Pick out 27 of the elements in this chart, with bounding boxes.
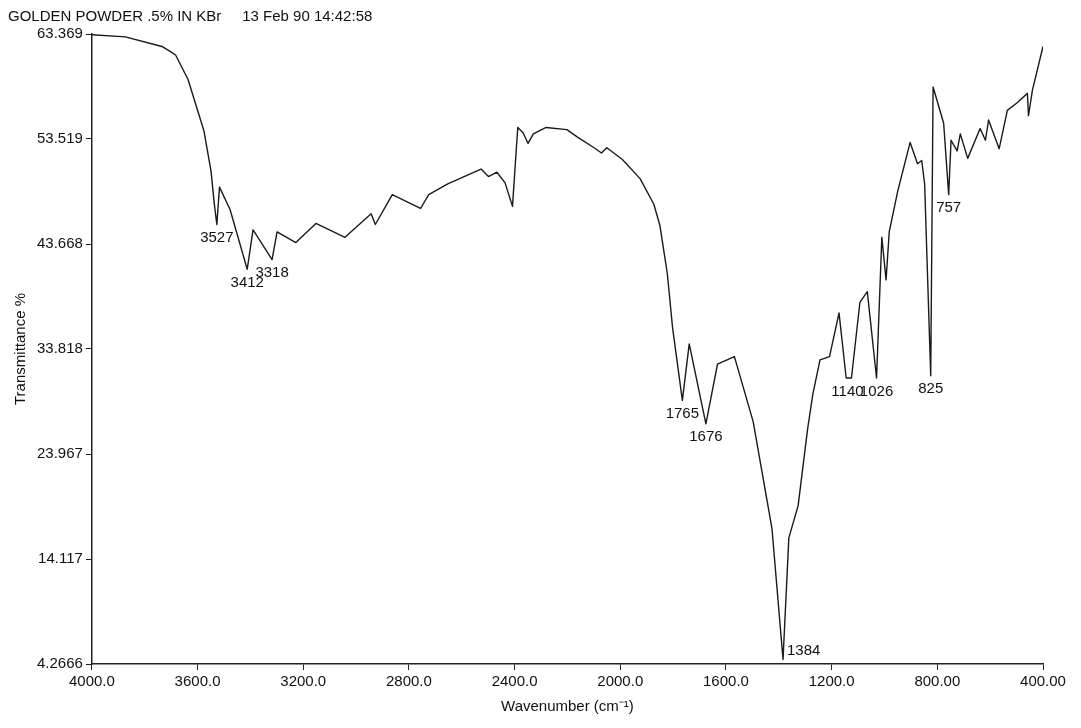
x-axis-title: Wavenumber (cm⁻¹) — [501, 697, 634, 715]
x-tick-label: 1600.0 — [703, 672, 749, 690]
x-tick-label: 2000.0 — [597, 672, 644, 690]
annotation: 1140 — [831, 381, 864, 399]
x-tick-label: 3200.0 — [280, 672, 327, 690]
y-tick-label: 33.818 — [36, 339, 83, 357]
x-tick-label: 400.00 — [1020, 672, 1066, 690]
x-tick-label: 2400.0 — [491, 672, 538, 690]
y-tick-label: 4.2666 — [36, 654, 83, 672]
x-tick-label: 800.00 — [914, 672, 961, 690]
y-tick-label: 14.117 — [38, 549, 83, 567]
annotation: 1384 — [787, 641, 821, 659]
chart-title: GOLDEN POWDER .5% IN KBr 13 Feb 90 14:42:58 — [8, 7, 373, 25]
x-tick-label: 4000.0 — [68, 672, 115, 690]
annotation: 1765 — [665, 404, 700, 421]
y-tick-label: 43.668 — [36, 234, 83, 252]
y-tick-label: 53.519 — [36, 129, 83, 147]
annotation: 825 — [918, 379, 944, 397]
x-tick-label: 2800.0 — [385, 672, 432, 690]
annotation: 3527 — [200, 228, 234, 246]
x-tick-label: 3600.0 — [174, 672, 221, 690]
y-axis-title: Transmittance % — [11, 293, 29, 405]
annotation: 1676 — [689, 427, 723, 445]
y-tick-label: 63.369 — [36, 24, 83, 42]
x-tick-label: 1200.0 — [808, 672, 855, 690]
annotation: 757 — [936, 198, 962, 216]
y-tick-label: 23.967 — [36, 444, 83, 462]
